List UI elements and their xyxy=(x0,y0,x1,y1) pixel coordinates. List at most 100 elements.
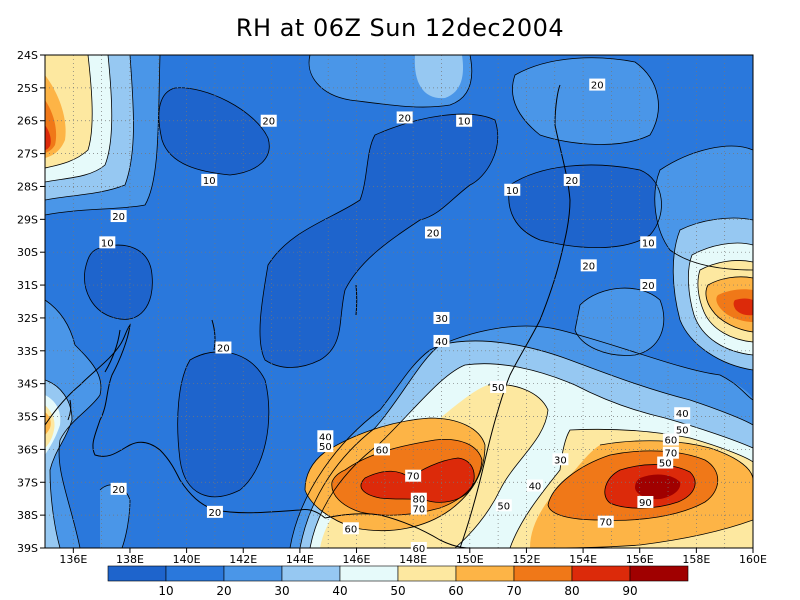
latitude-tick-label: 25S xyxy=(17,82,38,95)
colorbar-tick-label: 60 xyxy=(448,584,463,598)
colorbar-tick-label: 30 xyxy=(274,584,289,598)
latitude-tick-label: 38S xyxy=(17,509,38,522)
longitude-tick-label: 144E xyxy=(286,553,314,566)
contour-label-box xyxy=(410,502,427,515)
contour-label-box xyxy=(657,456,674,469)
map-title: RH at 06Z Sun 12dec2004 xyxy=(235,14,565,42)
colorbar-tick-label: 80 xyxy=(564,584,579,598)
contour-label: 70 xyxy=(407,472,420,483)
rh-band-90-100 xyxy=(45,125,51,150)
latitude-tick-label: 24S xyxy=(17,49,38,62)
rh-band-40-50 xyxy=(414,55,464,99)
latitude-tick-label: 27S xyxy=(17,148,38,161)
longitude-tick-label: 136E xyxy=(59,553,87,566)
colorbar-swatch xyxy=(629,565,689,582)
rh-band-70-80 xyxy=(45,412,51,435)
contour-label-box xyxy=(662,446,679,459)
contour-label: 20 xyxy=(398,113,411,124)
contour-label: 50 xyxy=(676,426,689,437)
colorbar-tick-label: 40 xyxy=(332,584,347,598)
latitude-axis: 24S 25S 26S 27S 28S 29S 30S 31S 32S 33S 34S 35S 36S 3… xyxy=(17,49,45,555)
contour-label-box xyxy=(215,341,232,354)
contour-label: 20 xyxy=(427,228,440,239)
longitude-tick-label: 150E xyxy=(456,553,484,566)
contour-label: 10 xyxy=(506,186,519,197)
contour-label-box xyxy=(674,423,691,436)
contour-label-box xyxy=(206,505,223,518)
contour-label-box xyxy=(410,542,427,554)
rh-band-30-40 xyxy=(512,57,659,145)
colorbar-swatch xyxy=(165,565,225,582)
contour-label-box xyxy=(504,183,521,196)
contour-label-box xyxy=(410,492,427,505)
rh-band-30-40 xyxy=(575,288,664,356)
contour-label: 10 xyxy=(458,117,471,128)
colorbar-swatch xyxy=(339,565,399,582)
contour-label: 20 xyxy=(112,212,125,223)
latitude-tick-label: 34S xyxy=(17,378,38,391)
colorbar-swatch xyxy=(455,565,515,582)
contour-label: 10 xyxy=(203,176,216,187)
contour-label-box xyxy=(99,236,116,249)
contour-label-box xyxy=(552,453,569,466)
latitude-tick-label: 26S xyxy=(17,115,38,128)
longitude-tick-label: 142E xyxy=(229,553,257,566)
contour-label-box xyxy=(456,114,473,127)
colorbar-swatch xyxy=(223,565,283,582)
contour-label-box xyxy=(374,443,391,456)
contour-label: 60 xyxy=(344,524,357,535)
contour-label-box xyxy=(317,440,334,453)
contour-label: 40 xyxy=(319,432,332,443)
rh-band-10-20 xyxy=(158,87,270,175)
colorbar-tick-label: 50 xyxy=(390,584,405,598)
contour-label-box xyxy=(424,226,441,239)
rh-band-10-20 xyxy=(259,114,498,368)
contour-label: 40 xyxy=(435,337,448,348)
contour-label: 20 xyxy=(217,344,230,355)
contour-label-box xyxy=(317,430,334,443)
contour-label: 50 xyxy=(492,383,505,394)
longitude-tick-label: 156E xyxy=(626,553,654,566)
contour-label: 10 xyxy=(642,238,655,249)
contour-label-box xyxy=(396,111,413,124)
longitude-tick-label: 138E xyxy=(116,553,144,566)
latitude-tick-label: 36S xyxy=(17,443,38,456)
contour-label-box xyxy=(662,433,679,446)
colorbar-tick-label: 10 xyxy=(158,584,173,598)
contour-label: 50 xyxy=(497,501,510,512)
latitude-tick-label: 29S xyxy=(17,213,38,226)
map-frame xyxy=(44,54,754,549)
contour-lines xyxy=(45,55,753,548)
rh-filled-contours xyxy=(45,55,753,548)
longitude-tick-label: 160E xyxy=(739,553,767,566)
contour-label: 70 xyxy=(599,518,612,529)
contour-label-box xyxy=(674,407,691,420)
contour-label: 70 xyxy=(412,505,425,516)
contour-label: 20 xyxy=(582,261,595,272)
latitude-tick-label: 39S xyxy=(17,542,38,555)
contour-label: 20 xyxy=(262,117,275,128)
contour-label-box xyxy=(201,173,218,186)
colorbar: 10 20 30 40 50 60 70 80 90 xyxy=(107,565,689,598)
contour-label: 30 xyxy=(554,455,567,466)
latitude-tick-label: 31S xyxy=(17,279,38,292)
colorbar-swatch xyxy=(281,565,341,582)
latitude-tick-label: 37S xyxy=(17,476,38,489)
contour-label: 60 xyxy=(412,544,425,555)
contour-label: 30 xyxy=(435,314,448,325)
contour-label-box xyxy=(597,515,614,528)
contour-label: 70 xyxy=(665,449,678,460)
contour-label-box xyxy=(110,210,127,223)
contour-label: 60 xyxy=(665,436,678,447)
contour-label: 20 xyxy=(642,281,655,292)
longitude-tick-label: 146E xyxy=(343,553,371,566)
latitude-tick-label: 33S xyxy=(17,345,38,358)
contour-label: 40 xyxy=(676,409,689,420)
rh-band-90-100 xyxy=(733,298,753,316)
contour-label-box xyxy=(637,495,654,508)
contour-label: 40 xyxy=(529,482,542,493)
contour-label-box xyxy=(110,482,127,495)
contour-label-box xyxy=(260,114,277,127)
contour-label-box xyxy=(563,173,580,186)
